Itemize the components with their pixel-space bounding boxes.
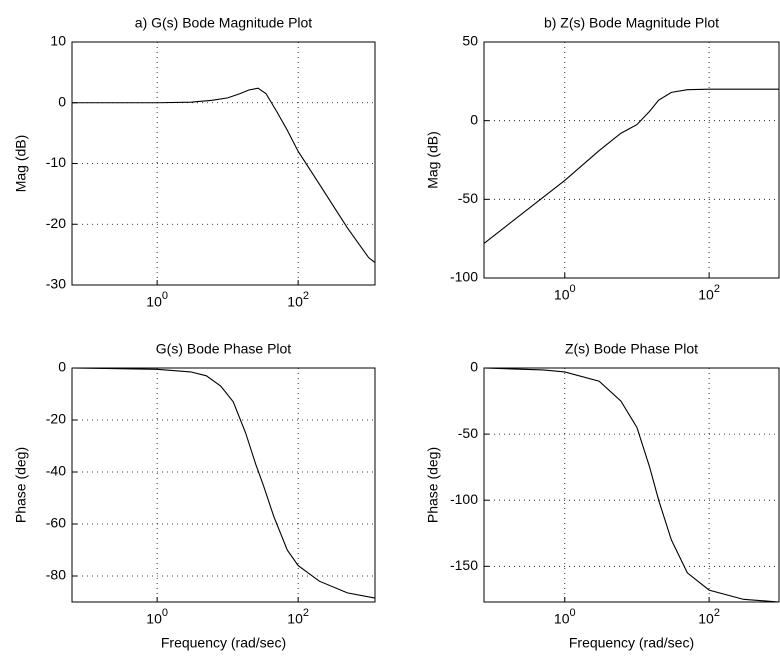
curve bbox=[483, 88, 779, 244]
y-axis-label: Phase (deg) bbox=[425, 447, 441, 523]
x-tick-label: 100 bbox=[146, 607, 168, 627]
curve bbox=[71, 367, 376, 599]
y-tick-label: 0 bbox=[470, 111, 478, 127]
y-tick-label: 0 bbox=[58, 359, 66, 375]
x-tick-label: 100 bbox=[146, 290, 168, 310]
y-tick-label: -40 bbox=[46, 463, 66, 479]
y-tick-label: 0 bbox=[58, 93, 66, 109]
y-tick-label: -20 bbox=[46, 215, 66, 231]
y-tick-label: -150 bbox=[450, 557, 478, 573]
y-tick-label: 50 bbox=[462, 33, 478, 49]
y-tick-label: 0 bbox=[470, 359, 478, 375]
subplot-title: G(s) Bode Phase Plot bbox=[156, 341, 292, 357]
y-tick-label: -50 bbox=[458, 425, 478, 441]
x-tick-label: 102 bbox=[698, 607, 720, 627]
subplot-title: Z(s) Bode Phase Plot bbox=[565, 341, 698, 357]
y-tick-label: -30 bbox=[46, 276, 66, 292]
y-axis-label: Mag (dB) bbox=[425, 131, 441, 189]
y-tick-label: 10 bbox=[50, 33, 66, 49]
y-tick-label: -50 bbox=[458, 190, 478, 206]
curve bbox=[483, 367, 780, 603]
x-axis-label: Frequency (rad/sec) bbox=[161, 635, 286, 651]
x-tick-label: 102 bbox=[287, 290, 309, 310]
y-axis-label: Phase (deg) bbox=[13, 447, 29, 523]
subplot-title: b) Z(s) Bode Magnitude Plot bbox=[544, 15, 719, 31]
plot-frame bbox=[483, 367, 780, 603]
y-tick-label: -80 bbox=[46, 567, 66, 583]
x-tick-label: 102 bbox=[698, 283, 720, 303]
y-tick-label: -100 bbox=[450, 491, 478, 507]
y-tick-label: -100 bbox=[450, 269, 478, 285]
curve bbox=[72, 87, 376, 263]
subplot-title: a) G(s) Bode Magnitude Plot bbox=[135, 15, 313, 31]
x-axis-label: Frequency (rad/sec) bbox=[569, 635, 694, 651]
x-tick-label: 102 bbox=[287, 607, 309, 627]
y-tick-label: -10 bbox=[46, 154, 66, 170]
x-tick-label: 100 bbox=[554, 283, 576, 303]
plot-frame bbox=[71, 41, 376, 286]
plot-frame bbox=[71, 367, 376, 603]
y-tick-label: -20 bbox=[46, 411, 66, 427]
y-axis-label: Mag (dB) bbox=[13, 135, 29, 193]
plot-frame bbox=[483, 41, 780, 279]
y-tick-label: -60 bbox=[46, 515, 66, 531]
x-tick-label: 100 bbox=[554, 607, 576, 627]
